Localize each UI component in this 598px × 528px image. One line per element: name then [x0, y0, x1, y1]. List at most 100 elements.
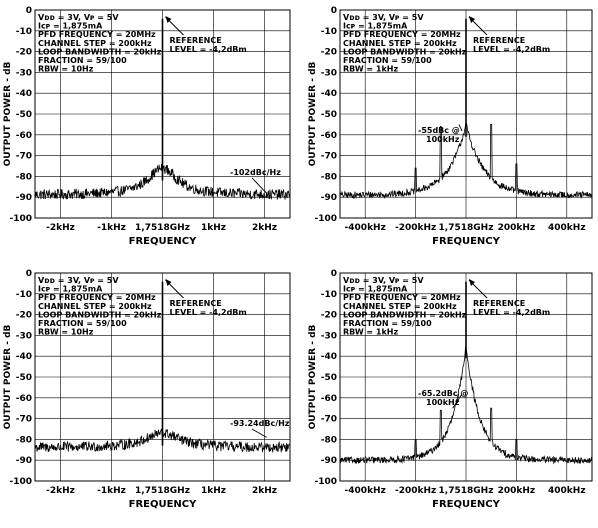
parameter-line: Iᴄᴘ = 1,875mA	[343, 285, 408, 294]
y-tick-label: -30	[16, 331, 32, 341]
chart-panel-1: 0 -10 -20 -30 -40 -50 -60 -70 -80 -90 -100 -2kHz -1k…	[3, 6, 291, 247]
parameter-line: PFD FREQUENCY = 20MHz	[38, 30, 156, 39]
x-tick-label: -2kHz	[46, 223, 75, 233]
reference-arrowhead	[469, 16, 475, 23]
y-tick-label: -60	[321, 394, 337, 404]
annotation-text: 100kHz	[426, 135, 460, 144]
chart-panel-3: 0 -10 -20 -30 -40 -50 -60 -70 -80 -90 -100 -2kHz -1k…	[3, 269, 291, 510]
x-axis-label: FREQUENCY	[129, 236, 198, 247]
y-axis-label: OUTPUT POWER - dB	[3, 61, 13, 166]
y-tick-label: -100	[9, 477, 32, 487]
noise-annotation: -102dBc/Hz	[230, 168, 281, 194]
x-tick-label: 400kHz	[548, 223, 586, 233]
x-tick-label: 2kHz	[252, 223, 277, 233]
parameter-line: FRACTION = 59/100	[343, 56, 432, 65]
y-tick-label: -10	[16, 290, 32, 300]
parameter-line: RBW = 10Hz	[38, 65, 94, 74]
reference-arrowhead	[165, 16, 172, 23]
y-axis-label: OUTPUT POWER - dB	[308, 324, 318, 429]
parameter-line: CHANNEL STEP = 200kHz	[343, 302, 457, 311]
x-tick-label: 1kHz	[201, 486, 226, 496]
chart-panel-2: 0-10-20-30-40-50-60-70-80-90-100-400kHz -…	[308, 6, 593, 247]
x-tick-label: 200kHz	[498, 486, 536, 496]
x-tick-label: 1,7518GHz	[439, 223, 494, 233]
y-tick-label: -80	[16, 435, 32, 445]
x-axis-label: FREQUENCY	[432, 499, 501, 510]
x-tick-label: -1kHz	[97, 486, 126, 496]
noise-annotation: -55dBc @100kHz	[418, 124, 463, 144]
x-axis-label: FREQUENCY	[129, 499, 198, 510]
y-tick-label: -80	[16, 172, 32, 182]
x-tick-label: 1,7518GHz	[135, 223, 190, 233]
parameter-line: Iᴄᴘ = 1,875mA	[38, 22, 103, 31]
x-tick-label: 2kHz	[252, 486, 277, 496]
x-tick-label: 400kHz	[548, 486, 586, 496]
y-tick-label: -80	[321, 172, 337, 182]
x-axis-label: FREQUENCY	[432, 236, 501, 247]
plot-frame	[339, 9, 593, 219]
parameter-line: Iᴄᴘ = 1,875mA	[38, 285, 103, 294]
y-tick-label: 0	[331, 269, 337, 279]
reference-arrowhead	[469, 279, 475, 286]
plot-frame	[34, 272, 291, 482]
x-tick-label: 1kHz	[201, 223, 226, 233]
y-tick-label: -50	[321, 110, 337, 120]
y-tick-label: -40	[16, 89, 32, 99]
parameter-line: Vᴅᴅ = 3V, Vᴘ = 5V	[343, 13, 424, 22]
y-tick-label: -90	[16, 193, 32, 203]
y-axis-label: OUTPUT POWER - dB	[3, 324, 13, 429]
x-tick-label: -2kHz	[46, 486, 75, 496]
reference-text: LEVEL = -4,2dBm	[170, 45, 247, 54]
y-tick-label: -40	[321, 89, 337, 99]
y-tick-label: -20	[321, 311, 337, 321]
plot-frame	[34, 9, 291, 219]
y-tick-label: -100	[314, 214, 337, 224]
parameter-line: LOOP BANDWIDTH = 20kHz	[38, 47, 162, 56]
reference-text: REFERENCE	[170, 299, 222, 308]
y-tick-label: -90	[321, 193, 337, 203]
y-tick-label: -70	[321, 415, 337, 425]
parameter-line: RBW = 1kHz	[343, 65, 399, 74]
y-tick-label: -30	[16, 68, 32, 78]
parameter-line: Iᴄᴘ = 1,875mA	[343, 22, 408, 31]
y-tick-label: -60	[16, 394, 32, 404]
x-tick-label: -400kHz	[345, 223, 386, 233]
y-tick-label: -60	[16, 131, 32, 141]
x-tick-label: -1kHz	[97, 223, 126, 233]
chart-panel-4: 0-10-20-30-40-50-60-70-80-90-100-400kHz -…	[308, 269, 593, 510]
y-tick-label: -60	[321, 131, 337, 141]
y-tick-label: -20	[16, 48, 32, 58]
parameter-line: LOOP BANDWIDTH = 20kHz	[38, 310, 162, 319]
y-tick-label: -10	[321, 27, 337, 37]
x-tick-label: 200kHz	[498, 223, 536, 233]
y-tick-label: 0	[331, 6, 337, 16]
x-tick-label: -200kHz	[395, 223, 436, 233]
parameter-line: FRACTION = 59/100	[343, 319, 432, 328]
parameter-line: CHANNEL STEP = 200kHz	[343, 39, 457, 48]
x-tick-label: 1,7518GHz	[439, 486, 494, 496]
y-tick-label: -80	[321, 435, 337, 445]
parameter-line: CHANNEL STEP = 200kHz	[38, 302, 152, 311]
y-tick-label: -40	[16, 352, 32, 362]
annotation-arrow	[251, 428, 267, 438]
parameter-line: RBW = 1kHz	[343, 328, 399, 337]
reference-text: LEVEL = -4,2dBm	[473, 308, 550, 317]
y-tick-label: -100	[314, 477, 337, 487]
x-tick-label: -400kHz	[345, 486, 386, 496]
parameter-line: Vᴅᴅ = 3V, Vᴘ = 5V	[38, 13, 119, 22]
y-tick-label: -20	[321, 48, 337, 58]
y-tick-label: -10	[321, 290, 337, 300]
annotation-text: -65.2dBc @	[418, 389, 468, 398]
y-tick-label: -70	[16, 415, 32, 425]
parameter-line: FRACTION = 59/100	[38, 56, 127, 65]
y-tick-label: -10	[16, 27, 32, 37]
y-tick-label: -70	[321, 152, 337, 162]
